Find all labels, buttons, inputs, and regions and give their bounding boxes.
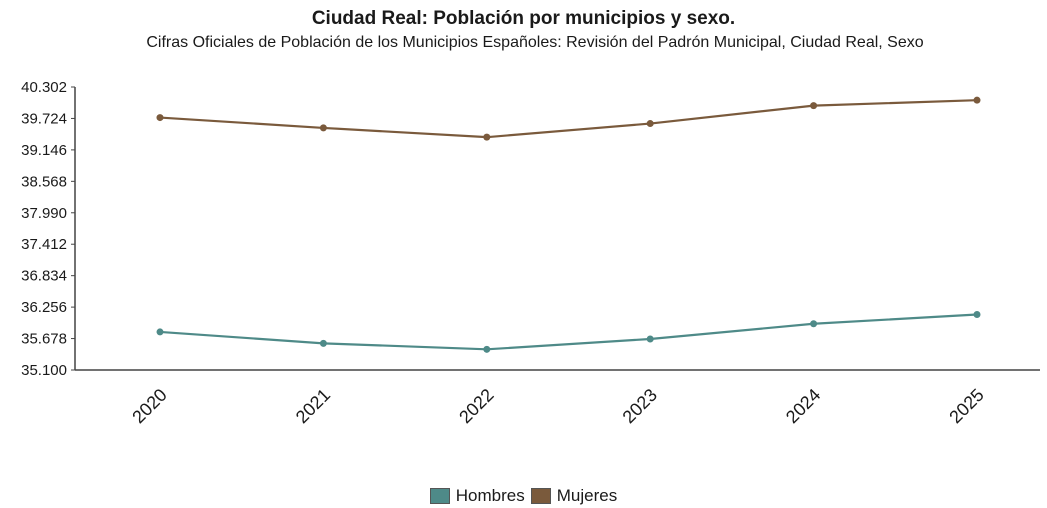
data-point-mujeres[interactable]	[646, 120, 654, 128]
y-tick-label: 35.678	[21, 331, 67, 348]
y-axis-ticks: 35.100 35.678 36.256 36.834 37.412 37.990 38.5…	[21, 79, 75, 379]
series-line-mujeres	[159, 99, 978, 139]
x-tick-label: 2025	[945, 385, 987, 427]
y-tick-label: 36.256	[21, 299, 67, 316]
x-tick-label: 2020	[128, 385, 170, 427]
y-tick-label: 35.100	[21, 362, 67, 379]
chart-title: Ciudad Real: Población por municipios y …	[311, 8, 736, 29]
legend-item-mujeres[interactable]: Mujeres	[530, 486, 618, 506]
data-point-hombres[interactable]	[156, 328, 164, 336]
legend-item-hombres[interactable]: Hombres	[429, 486, 525, 506]
y-tick-label: 37.412	[21, 236, 67, 253]
x-tick-label: 2023	[619, 385, 661, 427]
data-point-mujeres[interactable]	[973, 96, 981, 104]
x-tick-label: 2021	[292, 385, 334, 427]
data-point-mujeres[interactable]	[156, 114, 164, 122]
legend-label: Hombres	[455, 486, 525, 505]
x-axis-ticks: 2020 2021 2022 2023 2024 2025	[128, 385, 987, 427]
chart-subtitle: Cifras Oficiales de Población de los Mun…	[146, 34, 924, 51]
data-point-hombres[interactable]	[483, 345, 491, 353]
data-point-mujeres[interactable]	[483, 133, 491, 141]
data-point-hombres[interactable]	[810, 320, 818, 328]
legend-swatch	[530, 488, 551, 504]
y-tick-label: 37.990	[21, 205, 67, 222]
y-tick-label: 39.146	[21, 142, 67, 159]
data-point-mujeres[interactable]	[319, 124, 327, 132]
y-tick-label: 39.724	[21, 110, 67, 127]
y-tick-label: 38.568	[21, 173, 67, 190]
data-point-mujeres[interactable]	[810, 102, 818, 110]
series-layer	[156, 96, 981, 353]
legend-swatch	[429, 488, 450, 504]
legend: Hombres Mujeres	[0, 486, 1047, 506]
line-chart: 35.100 35.678 36.256 36.834 37.412 37.990 38.5…	[21, 79, 1040, 427]
data-point-hombres[interactable]	[973, 311, 981, 319]
series-line-hombres	[159, 313, 978, 351]
x-tick-label: 2024	[782, 385, 824, 427]
x-tick-label: 2022	[455, 385, 497, 427]
data-point-hombres[interactable]	[646, 335, 654, 343]
legend-label: Mujeres	[556, 486, 618, 505]
data-point-hombres[interactable]	[319, 339, 327, 347]
y-tick-label: 40.302	[21, 79, 67, 96]
y-tick-label: 36.834	[21, 268, 67, 285]
